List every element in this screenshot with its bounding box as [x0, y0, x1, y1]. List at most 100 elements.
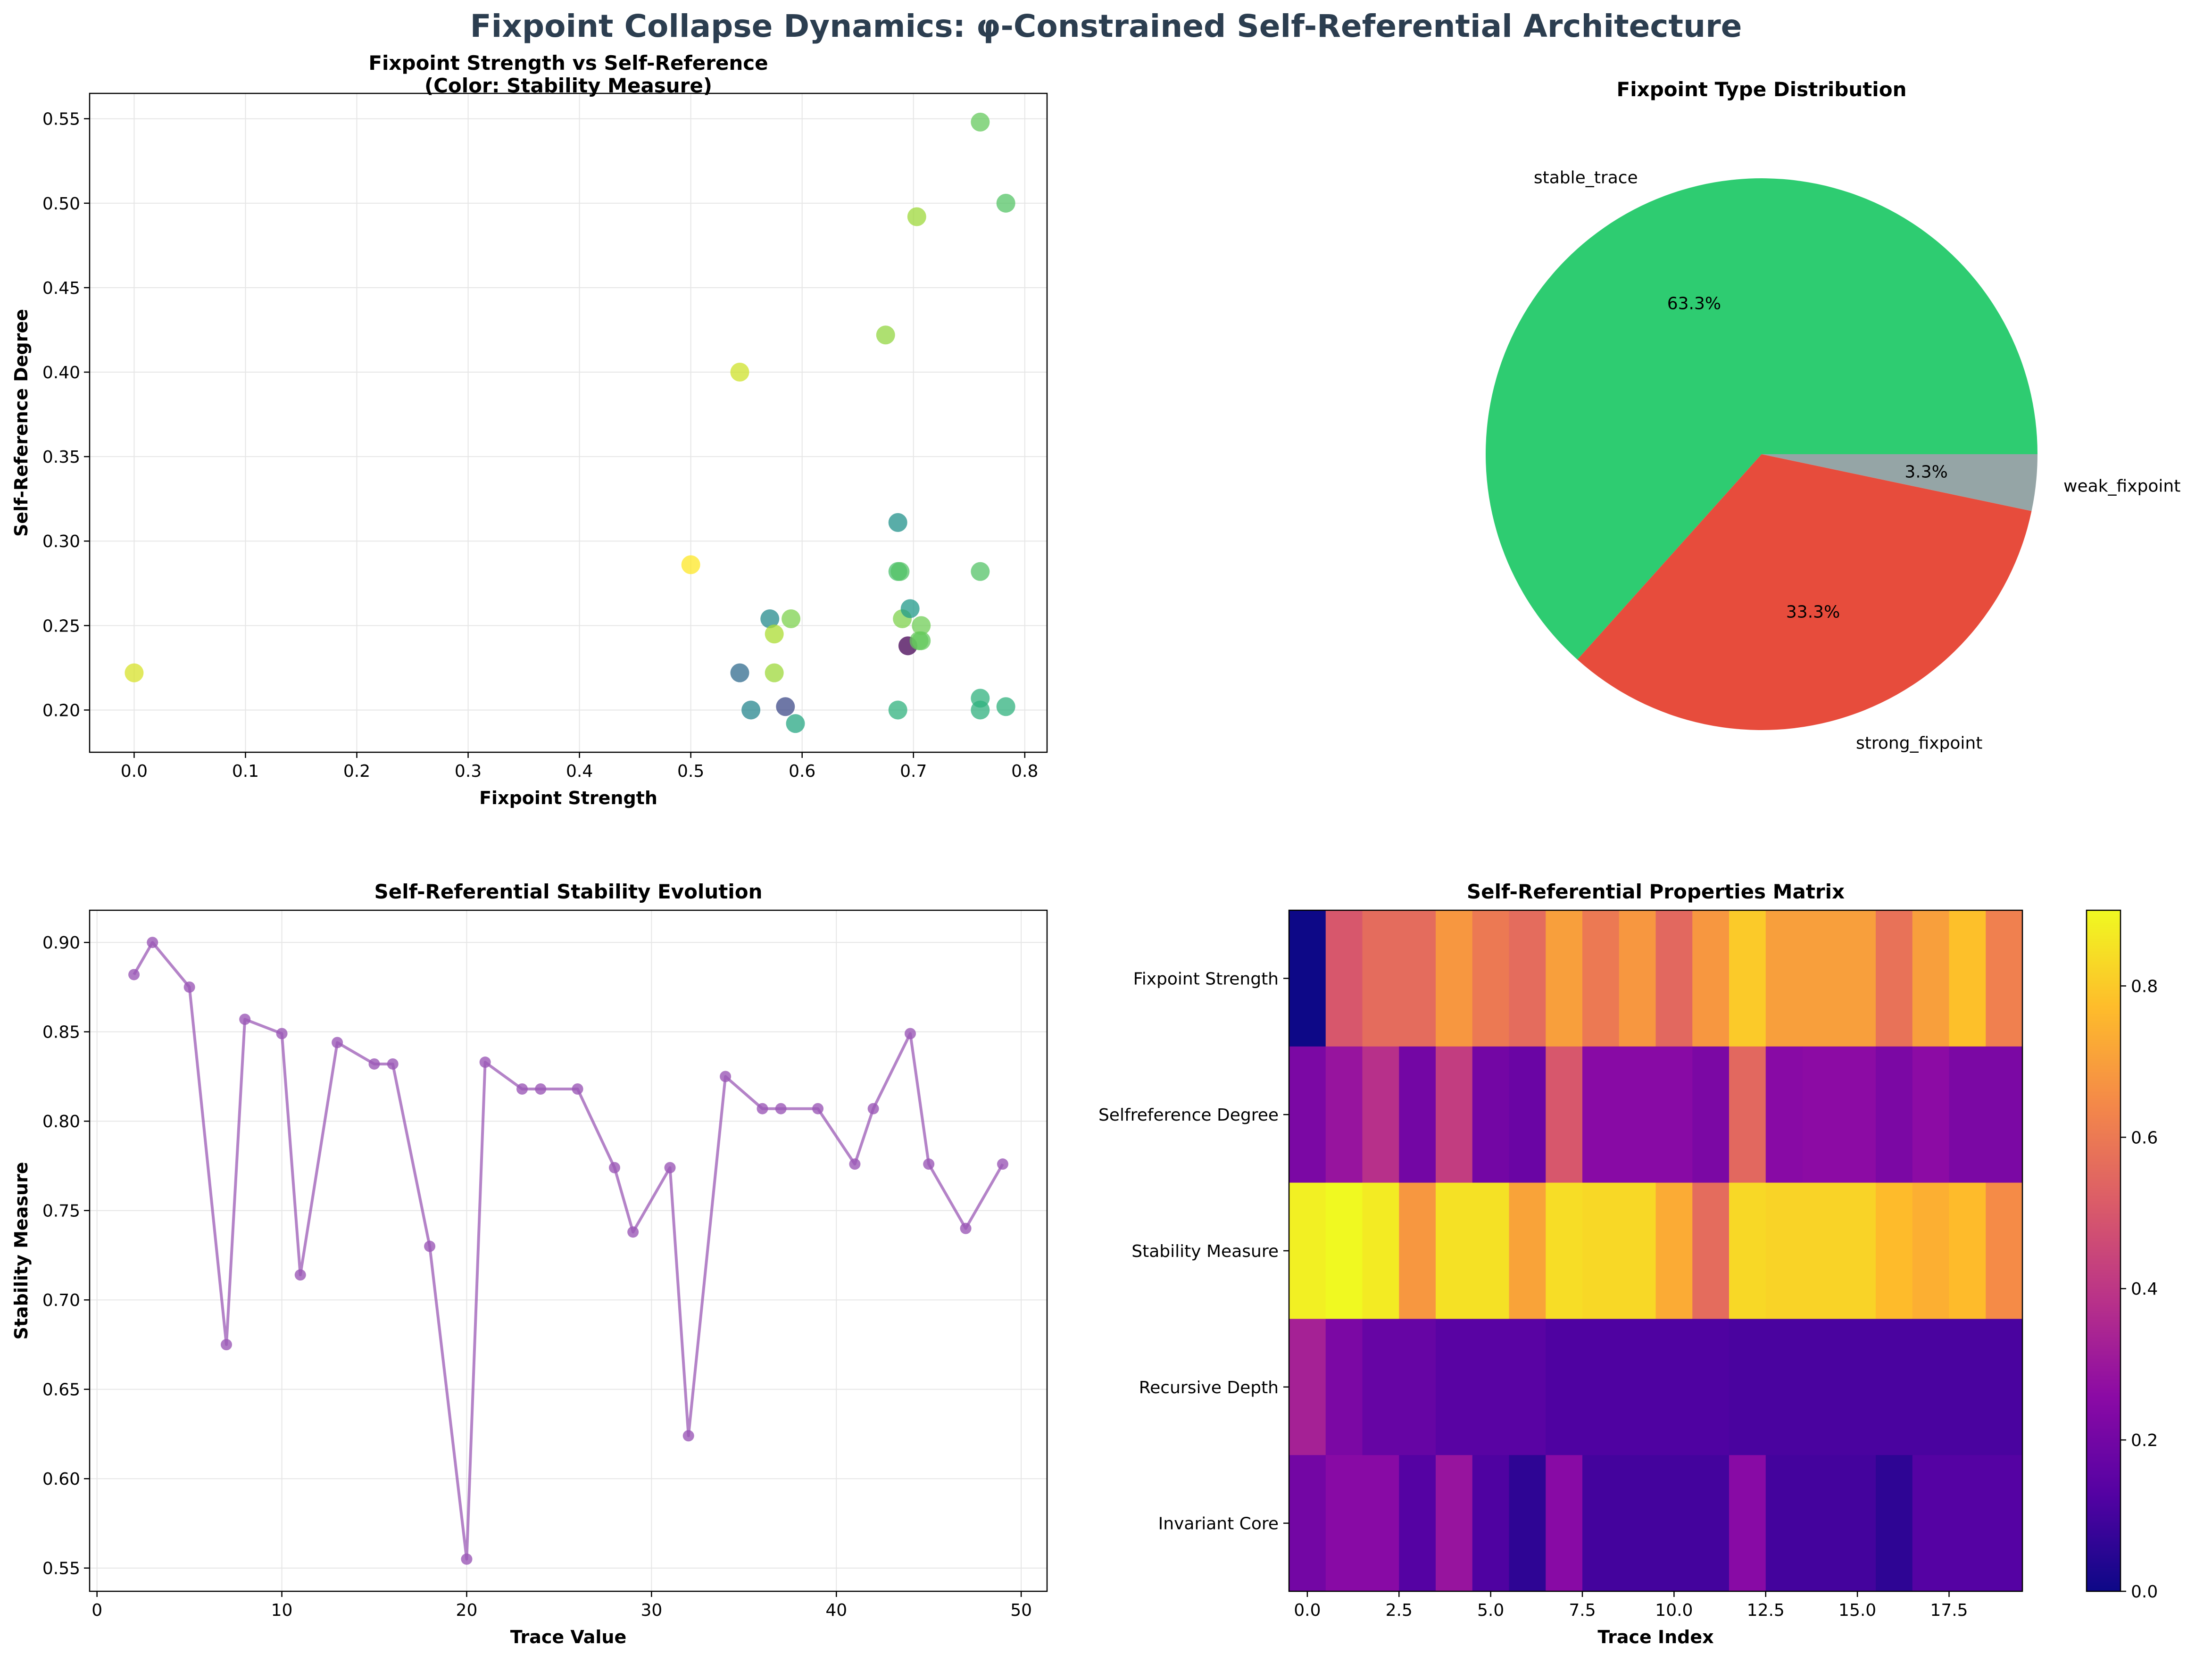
- scatter-y-tick-label: 0.30: [42, 532, 80, 551]
- stability-point: [332, 1037, 343, 1048]
- heatmap-x-tick-label: 2.5: [1386, 1601, 1413, 1620]
- heatmap-row-label: Stability Measure: [1131, 1242, 1279, 1261]
- scatter-point: [786, 714, 805, 733]
- heatmap-cell: [1362, 1182, 1399, 1319]
- scatter-point: [900, 599, 920, 618]
- scatter-point: [760, 609, 780, 629]
- heatmap-cell: [1692, 1319, 1730, 1455]
- heatmap-cell: [1472, 1182, 1510, 1319]
- heatmap-cell: [1289, 1455, 1326, 1592]
- heatmap-cell: [1839, 1319, 1876, 1455]
- heatmap-cell: [1692, 1455, 1730, 1592]
- scatter-point: [996, 193, 1015, 213]
- scatter-x-tick-label: 0.1: [232, 762, 259, 781]
- heatmap-x-tick-label: 15.0: [1838, 1601, 1876, 1620]
- heatmap-cell: [1729, 1046, 1766, 1183]
- pie-panel: Fixpoint Type Distribution 63.3% stable_tr…: [1485, 78, 2180, 753]
- stability-point: [535, 1083, 547, 1095]
- heatmap-cell: [1399, 1046, 1436, 1183]
- scatter-point: [971, 112, 990, 132]
- heatmap-x-tick-label: 10.0: [1655, 1601, 1693, 1620]
- heatmap-cell: [1765, 1182, 1803, 1319]
- pie-slice-stable-trace: [1485, 178, 2037, 660]
- scatter-point: [876, 325, 895, 345]
- scatter-point: [730, 663, 749, 682]
- line-xlabel: Trace Value: [510, 1627, 626, 1647]
- scatter-subtitle: (Color: Stability Measure): [424, 74, 712, 97]
- heatmap-cell: [1582, 1319, 1620, 1455]
- heatmap-cell: [1692, 1046, 1730, 1183]
- heatmap-cell: [1912, 1046, 1950, 1183]
- heatmap-cell: [1619, 1455, 1656, 1592]
- heatmap-cell: [1619, 910, 1656, 1047]
- pie-title: Fixpoint Type Distribution: [1617, 78, 1907, 101]
- scatter-frame: [89, 92, 1048, 753]
- stability-series-line: [133, 941, 1004, 1561]
- heatmap-cell: [1325, 1046, 1363, 1183]
- colorbar-tick-label: 0.8: [2131, 977, 2158, 996]
- heatmap-row-label: Fixpoint Strength: [1133, 969, 1279, 989]
- scatter-x-tick-label: 0.5: [677, 762, 704, 781]
- pie-slice-label: strong_fixpoint: [1856, 734, 1982, 753]
- colorbar-tick-label: 0.4: [2131, 1280, 2158, 1299]
- heatmap-panel: 0.0 2.5 5.0 7.5 10.0 12.5 15.0 17.5 Fixpoint Str…: [1098, 880, 2158, 1647]
- heatmap-x-tick-label: 12.5: [1747, 1601, 1785, 1620]
- stability-point: [147, 937, 158, 948]
- heatmap-cell: [1912, 1455, 1950, 1592]
- scatter-point: [912, 616, 931, 635]
- stability-point: [387, 1058, 399, 1070]
- line-x-tick-label: 50: [1010, 1601, 1032, 1620]
- heatmap-cell: [1619, 1319, 1656, 1455]
- heatmap-cell: [1912, 1182, 1950, 1319]
- heatmap-cell: [1765, 1455, 1803, 1592]
- heatmap-cell: [1802, 1046, 1839, 1183]
- heatmap-cell: [1949, 1182, 1986, 1319]
- heatmap-cell: [1729, 1319, 1766, 1455]
- scatter-point: [890, 562, 910, 581]
- heatmap-row-label: Invariant Core: [1158, 1514, 1279, 1534]
- scatter-y-tick-label: 0.25: [42, 616, 80, 636]
- heatmap-cell: [1546, 1319, 1583, 1455]
- heatmap-cell: [1802, 1319, 1839, 1455]
- heatmap-cell: [1692, 1182, 1730, 1319]
- line-ylabel: Stability Measure: [11, 1162, 32, 1339]
- heatmap-cell: [1802, 1455, 1839, 1592]
- scatter-xlabel: Fixpoint Strength: [479, 788, 657, 808]
- heatmap-cell: [1472, 1455, 1510, 1592]
- heatmap-cell: [1362, 910, 1399, 1047]
- scatter-point: [912, 631, 931, 650]
- heatmap-cell: [1655, 1182, 1693, 1319]
- heatmap-cell: [1362, 1046, 1399, 1183]
- stability-point: [960, 1222, 972, 1234]
- colorbar-tick-label: 0.6: [2131, 1128, 2158, 1147]
- pie-slice-percent: 63.3%: [1667, 294, 1721, 313]
- heatmap-cell: [1949, 1046, 1986, 1183]
- scatter-point: [971, 562, 990, 581]
- scatter-x-tick-label: 0.8: [1011, 762, 1038, 781]
- heatmap-cell: [1986, 1319, 2023, 1455]
- heatmap-cell: [1729, 1182, 1766, 1319]
- stability-point: [849, 1158, 861, 1170]
- scatter-x-tick-label: 0.6: [789, 762, 815, 781]
- stability-point: [239, 1014, 251, 1025]
- stability-point: [128, 969, 140, 981]
- stability-point: [276, 1028, 288, 1039]
- heatmap-cell: [1436, 1182, 1473, 1319]
- heatmap-cell: [1436, 1319, 1473, 1455]
- stability-point: [867, 1103, 879, 1114]
- line-x-tick-label: 0: [91, 1601, 102, 1620]
- scatter-panel: 0.0 0.1 0.2 0.3 0.4 0.5 0.6 0.7 0.8 0.20 0.25 0.30 0…: [11, 51, 1048, 808]
- scatter-point: [776, 697, 795, 716]
- pie-slice-label: stable_trace: [1534, 168, 1638, 187]
- heatmap-cell: [1986, 1046, 2023, 1183]
- heatmap-cell: [1362, 1319, 1399, 1455]
- heatmap-cell: [1876, 1046, 1913, 1183]
- stability-point: [424, 1240, 436, 1252]
- heatmap-cell: [1986, 910, 2023, 1047]
- scatter-x-tick-label: 0.3: [455, 762, 482, 781]
- heatmap-cell: [1546, 1046, 1583, 1183]
- stability-point: [479, 1056, 491, 1068]
- heatmap-cell: [1986, 1455, 2023, 1592]
- heatmap-cell: [1509, 1182, 1546, 1319]
